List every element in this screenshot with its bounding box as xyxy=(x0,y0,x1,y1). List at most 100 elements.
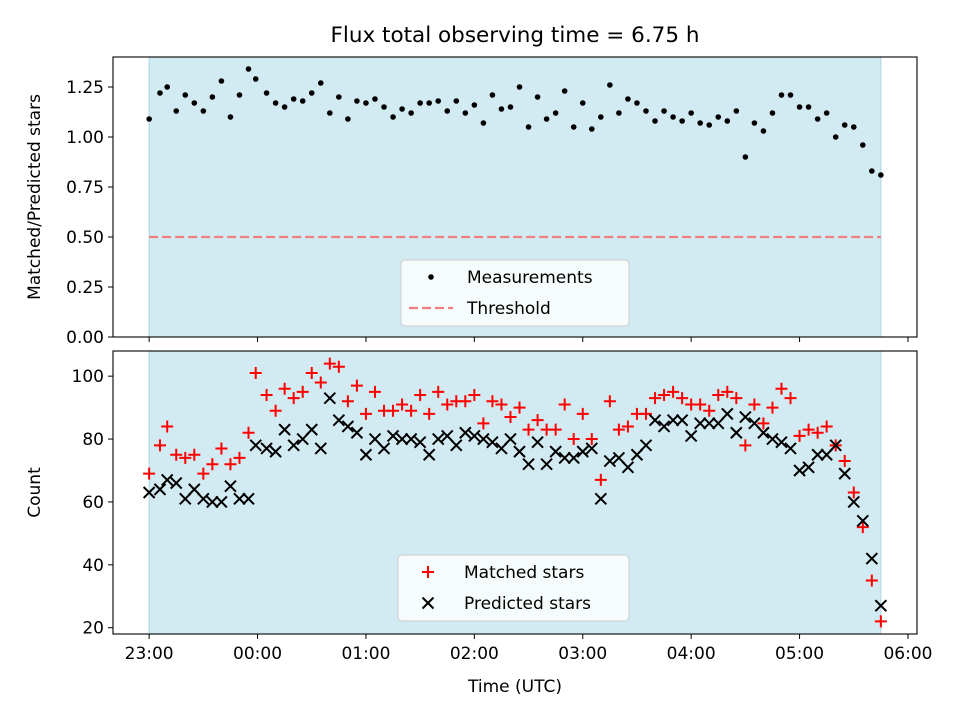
predicted-star-point xyxy=(666,413,680,427)
matched-star-point xyxy=(748,398,761,411)
measurement-point xyxy=(308,90,315,96)
measurement-point xyxy=(661,108,667,114)
predicted-star-point xyxy=(450,439,463,452)
measurement-point xyxy=(227,114,234,120)
matched-star-point xyxy=(784,392,797,405)
measurement-point xyxy=(327,110,333,116)
matched-star-point xyxy=(531,414,544,427)
predicted-star-point xyxy=(522,457,535,471)
y-tick-label: 40 xyxy=(82,556,104,576)
measurement-point xyxy=(354,98,360,104)
axes-frame xyxy=(112,56,918,338)
matched-star-point xyxy=(233,451,246,464)
legend-marker-plus xyxy=(422,566,434,578)
matched-star-point xyxy=(658,389,671,402)
predicted-star-point xyxy=(802,461,815,474)
x-tick-label: 23:00 xyxy=(125,644,174,664)
matched-star-point xyxy=(468,389,481,402)
predicted-star-point xyxy=(657,420,671,433)
measurement-point xyxy=(598,114,604,120)
measurement-point xyxy=(787,92,794,98)
measurement-point xyxy=(652,118,658,124)
measurement-point xyxy=(706,122,713,128)
matched-star-point xyxy=(793,429,806,442)
matched-star-point xyxy=(603,395,616,408)
measurement-point xyxy=(679,118,685,124)
predicted-star-point xyxy=(404,432,418,446)
predicted-star-point xyxy=(197,492,210,505)
predicted-star-point xyxy=(838,467,851,480)
predicted-star-point xyxy=(748,417,761,430)
legend-marker-x xyxy=(421,596,435,610)
measurement-point xyxy=(552,110,559,116)
measurement-point xyxy=(462,110,469,116)
measurement-point xyxy=(317,80,324,86)
measurement-point xyxy=(252,76,259,82)
matched-star-point xyxy=(612,423,625,436)
matched-star-point xyxy=(712,389,725,402)
matched-star-point xyxy=(387,404,400,417)
predicted-star-point xyxy=(224,480,237,493)
legend-marker-dot xyxy=(428,274,434,280)
matched-star-point xyxy=(197,467,210,480)
predicted-star-point xyxy=(531,435,544,449)
matched-star-point xyxy=(359,407,372,420)
measurement-point xyxy=(742,154,749,160)
legend-label: Measurements xyxy=(467,268,593,288)
measurement-point xyxy=(760,128,767,134)
matched-star-point xyxy=(486,395,499,408)
predicted-star-point xyxy=(558,451,571,465)
measurement-point xyxy=(164,84,171,90)
y-tick-label: 0.25 xyxy=(66,278,104,298)
predicted-star-point xyxy=(766,432,779,446)
measurement-point xyxy=(157,90,163,96)
chart-title: Flux total observing time = 6.75 h xyxy=(331,23,700,48)
measurement-point xyxy=(299,98,306,104)
x-tick-label: 02:00 xyxy=(450,644,499,664)
y-axis-label: Matched/Predicted stars xyxy=(25,94,45,300)
x-axis-label: Time (UTC) xyxy=(467,677,562,697)
predicted-star-point xyxy=(215,495,228,509)
matched-star-point xyxy=(856,521,869,534)
measurement-point xyxy=(769,110,776,116)
measurement-point xyxy=(534,94,541,100)
predicted-star-point xyxy=(142,486,156,499)
matched-star-point xyxy=(143,467,156,480)
measurement-point xyxy=(507,104,514,110)
matched-star-point xyxy=(332,360,345,373)
legend-label: Matched stars xyxy=(464,563,584,583)
measurement-point xyxy=(480,120,487,126)
matched-star-point xyxy=(649,392,662,405)
measurement-point xyxy=(408,110,414,116)
predicted-star-point xyxy=(621,461,635,474)
matched-star-point xyxy=(874,615,887,628)
measurement-point xyxy=(823,110,830,116)
matched-star-point xyxy=(368,385,381,398)
predicted-star-point xyxy=(639,439,653,452)
y-tick-label: 20 xyxy=(82,619,104,639)
predicted-star-point xyxy=(468,429,481,443)
measurement-point xyxy=(173,108,180,114)
predicted-star-point xyxy=(170,476,183,490)
predicted-star-point xyxy=(287,439,300,452)
predicted-star-point xyxy=(757,426,770,439)
predicted-star-point xyxy=(730,426,743,439)
measurement-point xyxy=(272,100,279,106)
measurement-point xyxy=(426,100,432,106)
matched-star-point xyxy=(721,385,734,398)
matched-star-point xyxy=(838,455,851,468)
axes-frame xyxy=(112,350,918,635)
predicted-star-point xyxy=(386,429,400,443)
y-axis-label: Count xyxy=(25,467,45,518)
matched-star-point xyxy=(179,451,192,464)
predicted-star-point xyxy=(188,483,201,496)
predicted-star-point xyxy=(359,448,373,461)
y-tick-label: 100 xyxy=(72,367,104,387)
predicted-star-point xyxy=(540,457,553,471)
predicted-star-point xyxy=(576,445,589,458)
x-tick-label: 00:00 xyxy=(233,644,282,664)
measurement-point xyxy=(579,100,586,106)
predicted-star-point xyxy=(739,410,752,424)
matched-star-point xyxy=(260,389,273,402)
